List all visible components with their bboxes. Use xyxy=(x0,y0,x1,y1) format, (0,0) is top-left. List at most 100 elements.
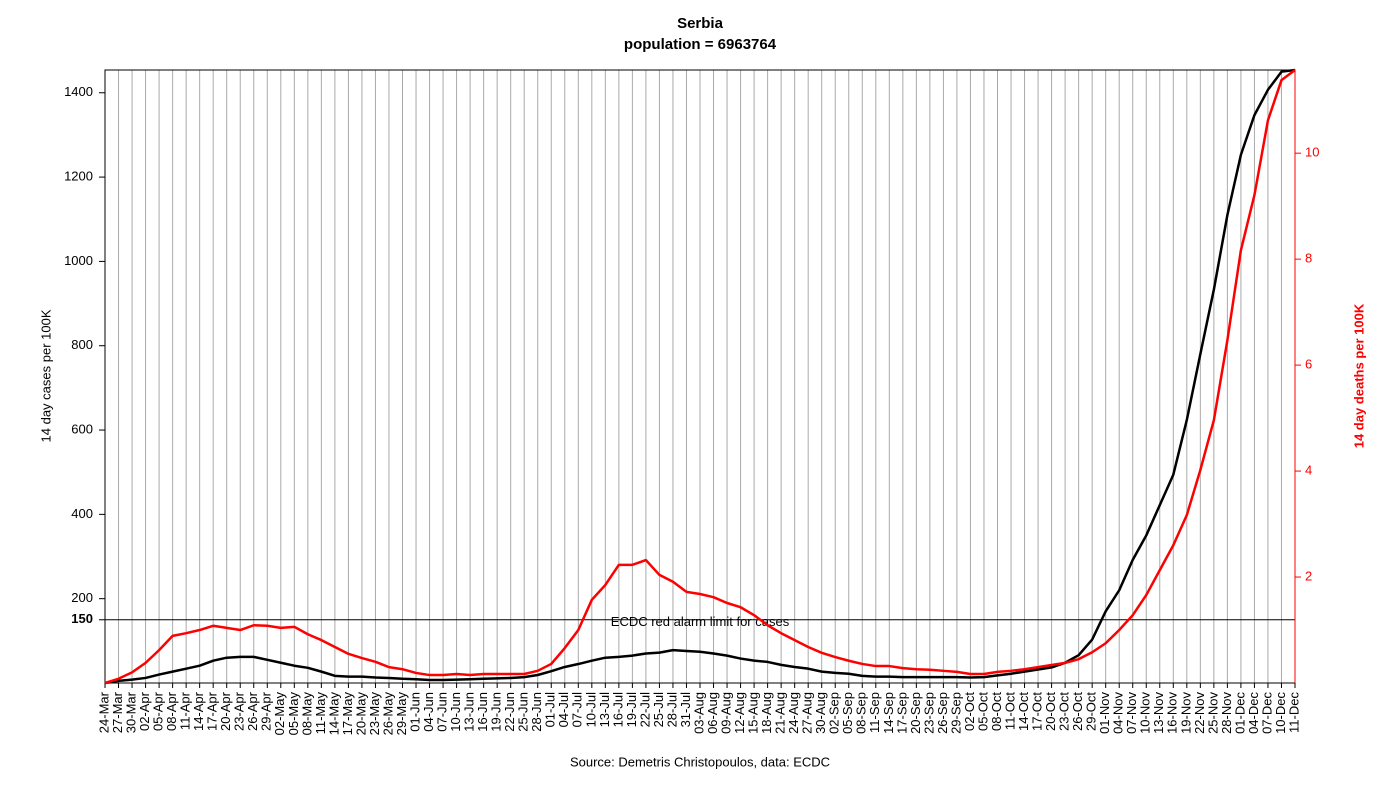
x-tick-label: 12-Aug xyxy=(732,692,747,734)
x-tick-label: 20-Apr xyxy=(218,691,233,731)
x-tick-label: 07-Dec xyxy=(1259,692,1274,734)
x-tick-label: 11-Sep xyxy=(867,692,882,733)
x-tick-label: 27-Mar xyxy=(110,691,125,733)
x-tick-label: 14-Oct xyxy=(1016,692,1031,731)
x-tick-label: 08-Oct xyxy=(989,692,1004,731)
y-tick-label: 400 xyxy=(71,506,93,521)
x-tick-label: 07-Jul xyxy=(570,692,585,728)
x-tick-label: 02-Apr xyxy=(137,691,152,731)
x-tick-label: 28-Jun xyxy=(529,692,544,732)
x-tick-label: 05-Oct xyxy=(975,692,990,731)
x-tick-label: 15-Aug xyxy=(746,692,761,734)
x-tick-label: 11-May xyxy=(313,692,328,735)
x-tick-label: 07-Jun xyxy=(435,692,450,732)
x-tick-label: 16-Jun xyxy=(475,692,490,732)
x-tick-label: 17-Apr xyxy=(205,691,220,731)
x-tick-label: 16-Jul xyxy=(610,692,625,728)
x-tick-label: 01-Nov xyxy=(1097,692,1112,734)
x-tick-label: 13-Nov xyxy=(1151,692,1166,734)
x-tick-label: 05-May xyxy=(286,692,301,736)
y-tick-label: 1200 xyxy=(64,169,93,184)
x-tick-label: 29-Apr xyxy=(259,691,274,731)
x-tick-label: 05-Sep xyxy=(840,692,855,734)
x-tick-label: 04-Nov xyxy=(1111,692,1126,734)
x-tick-label: 19-Jun xyxy=(489,692,504,732)
x-tick-label: 26-Sep xyxy=(935,692,950,734)
x-tick-label: 20-Oct xyxy=(1043,692,1058,731)
x-tick-label: 23-Oct xyxy=(1057,692,1072,731)
x-tick-label: 25-Jul xyxy=(651,692,666,728)
x-tick-label: 11-Dec xyxy=(1286,692,1301,733)
y2-tick-label: 6 xyxy=(1305,357,1312,372)
x-tick-label: 02-Sep xyxy=(827,692,842,734)
x-tick-label: 24-Aug xyxy=(786,692,801,734)
x-tick-label: 08-May xyxy=(299,692,314,736)
x-tick-label: 14-May xyxy=(326,692,341,736)
x-tick-label: 25-Nov xyxy=(1205,692,1220,734)
y2-tick-label: 8 xyxy=(1305,251,1312,266)
x-tick-label: 10-Jun xyxy=(448,692,463,732)
x-tick-label: 29-Sep xyxy=(948,692,963,734)
x-tick-label: 08-Apr xyxy=(164,691,179,731)
x-tick-label: 01-Jul xyxy=(543,692,558,728)
x-tick-label: 20-Sep xyxy=(908,692,923,734)
x-tick-label: 23-Apr xyxy=(232,691,247,731)
x-tick-label: 02-Oct xyxy=(962,692,977,731)
x-tick-label: 31-Jul xyxy=(678,692,693,728)
x-tick-label: 16-Nov xyxy=(1165,692,1180,734)
y-axis-label: 14 day cases per 100K xyxy=(38,309,53,442)
x-tick-label: 03-Aug xyxy=(691,692,706,734)
y2-tick-label: 4 xyxy=(1305,463,1312,478)
x-tick-label: 04-Jul xyxy=(556,692,571,728)
y-tick-label: 200 xyxy=(71,590,93,605)
x-tick-label: 07-Nov xyxy=(1124,692,1139,734)
x-tick-label: 22-Jul xyxy=(637,692,652,728)
x-tick-label: 24-Mar xyxy=(96,691,111,733)
x-tick-label: 29-Oct xyxy=(1084,692,1099,731)
x-tick-label: 01-Dec xyxy=(1232,692,1247,734)
x-tick-label: 21-Aug xyxy=(773,692,788,734)
x-tick-label: 23-Sep xyxy=(921,692,936,734)
series-line xyxy=(104,68,1296,685)
x-tick-label: 28-Jul xyxy=(664,692,679,728)
x-tick-label: 04-Jun xyxy=(421,692,436,732)
y-tick-label: 600 xyxy=(71,421,93,436)
y2-tick-label: 10 xyxy=(1305,145,1319,160)
chart-title: Serbia xyxy=(677,15,724,32)
x-tick-label: 19-Jul xyxy=(624,692,639,728)
x-tick-label: 10-Jul xyxy=(583,692,598,728)
x-tick-label: 22-Nov xyxy=(1192,692,1207,734)
x-tick-label: 06-Aug xyxy=(705,692,720,734)
x-tick-label: 14-Sep xyxy=(881,692,896,734)
x-tick-label: 10-Nov xyxy=(1138,692,1153,734)
y-tick-label: 1000 xyxy=(64,253,93,268)
x-tick-label: 30-Mar xyxy=(123,691,138,733)
x-tick-label: 13-Jun xyxy=(462,692,477,732)
x-tick-label: 30-Aug xyxy=(813,692,828,734)
x-tick-label: 09-Aug xyxy=(718,692,733,734)
x-tick-label: 02-May xyxy=(272,692,287,736)
y-tick-label: 150 xyxy=(71,611,93,626)
x-tick-label: 04-Dec xyxy=(1246,692,1261,734)
y-tick-label: 800 xyxy=(71,337,93,352)
source-note: Source: Demetris Christopoulos, data: EC… xyxy=(570,754,830,769)
series-line xyxy=(104,68,1296,685)
y-tick-label: 1400 xyxy=(64,84,93,99)
x-tick-label: 27-Aug xyxy=(800,692,815,734)
x-tick-label: 08-Sep xyxy=(854,692,869,734)
x-tick-label: 26-Oct xyxy=(1070,692,1085,731)
x-tick-label: 25-Jun xyxy=(516,692,531,732)
x-tick-label: 17-Oct xyxy=(1030,692,1045,731)
x-tick-label: 26-Apr xyxy=(245,691,260,731)
x-tick-label: 20-May xyxy=(353,692,368,736)
x-tick-label: 10-Dec xyxy=(1273,692,1288,734)
x-tick-label: 23-May xyxy=(367,692,382,736)
x-tick-label: 01-Jun xyxy=(407,692,422,732)
x-tick-label: 22-Jun xyxy=(502,692,517,732)
x-tick-label: 19-Nov xyxy=(1178,692,1193,734)
x-tick-label: 18-Aug xyxy=(759,692,774,734)
reference-label: ECDC red alarm limit for cases xyxy=(611,614,790,629)
x-tick-label: 29-May xyxy=(394,692,409,736)
x-tick-label: 14-Apr xyxy=(191,691,206,731)
